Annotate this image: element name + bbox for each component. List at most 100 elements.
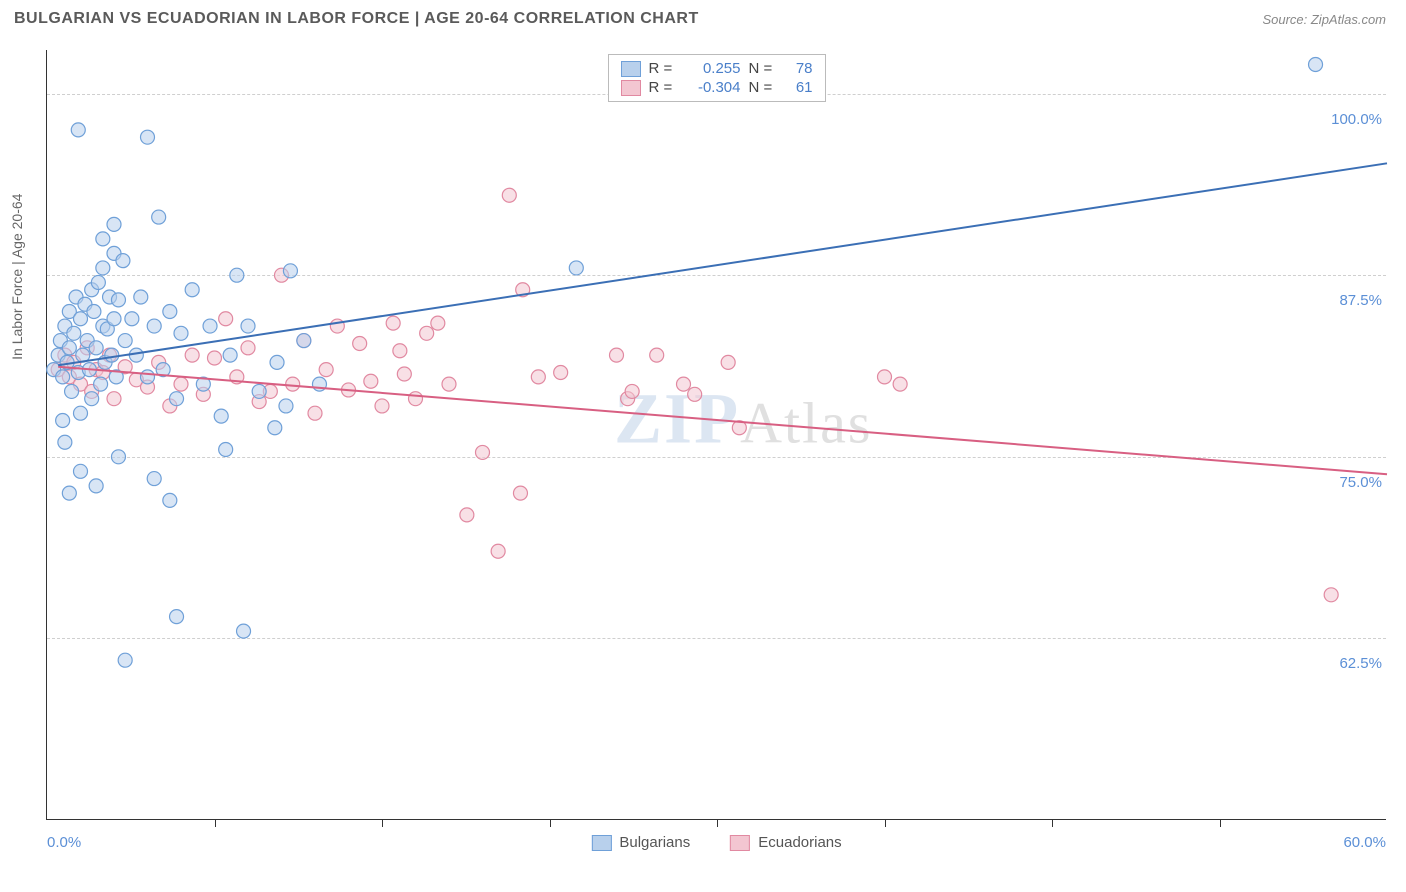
scatter-point	[170, 610, 184, 624]
scatter-point	[241, 319, 255, 333]
source-label: Source: ZipAtlas.com	[1262, 12, 1386, 27]
scatter-point	[116, 254, 130, 268]
blue-n-value: 78	[785, 60, 813, 77]
r-label: R =	[649, 79, 677, 96]
scatter-point	[67, 326, 81, 340]
x-axis-max-label: 60.0%	[1343, 834, 1386, 851]
scatter-point	[223, 348, 237, 362]
x-axis-min-label: 0.0%	[47, 834, 81, 851]
scatter-plot-svg	[47, 50, 1386, 819]
x-tick	[1220, 819, 1221, 827]
series-legend: Bulgarians Ecuadorians	[591, 834, 841, 851]
legend-item-pink: Ecuadorians	[730, 834, 841, 851]
scatter-point	[286, 377, 300, 391]
blue-r-value: 0.255	[685, 60, 741, 77]
scatter-point	[319, 363, 333, 377]
n-label: N =	[749, 79, 777, 96]
scatter-point	[185, 348, 199, 362]
scatter-point	[513, 486, 527, 500]
scatter-point	[230, 268, 244, 282]
scatter-point	[96, 232, 110, 246]
n-label: N =	[749, 60, 777, 77]
scatter-point	[125, 312, 139, 326]
scatter-point	[721, 355, 735, 369]
scatter-point	[308, 406, 322, 420]
x-tick	[382, 819, 383, 827]
scatter-point	[111, 293, 125, 307]
scatter-point	[397, 367, 411, 381]
x-tick	[215, 819, 216, 827]
scatter-point	[610, 348, 624, 362]
scatter-point	[420, 326, 434, 340]
scatter-point	[1309, 58, 1323, 72]
scatter-point	[91, 275, 105, 289]
scatter-point	[74, 464, 88, 478]
scatter-point	[107, 217, 121, 231]
scatter-point	[174, 377, 188, 391]
scatter-point	[118, 653, 132, 667]
scatter-point	[65, 384, 79, 398]
scatter-point	[431, 316, 445, 330]
scatter-point	[170, 392, 184, 406]
scatter-point	[89, 341, 103, 355]
legend-label-blue: Bulgarians	[619, 834, 690, 851]
x-tick	[550, 819, 551, 827]
scatter-point	[393, 344, 407, 358]
scatter-point	[96, 261, 110, 275]
scatter-point	[107, 392, 121, 406]
scatter-point	[270, 355, 284, 369]
scatter-point	[89, 479, 103, 493]
scatter-point	[118, 334, 132, 348]
scatter-point	[531, 370, 545, 384]
scatter-point	[569, 261, 583, 275]
scatter-point	[279, 399, 293, 413]
scatter-point	[141, 370, 155, 384]
scatter-point	[56, 413, 70, 427]
scatter-point	[208, 351, 222, 365]
scatter-point	[62, 486, 76, 500]
scatter-point	[502, 188, 516, 202]
scatter-point	[241, 341, 255, 355]
scatter-point	[476, 445, 490, 459]
scatter-point	[163, 305, 177, 319]
x-tick	[1052, 819, 1053, 827]
scatter-point	[71, 123, 85, 137]
scatter-point	[625, 384, 639, 398]
scatter-point	[134, 290, 148, 304]
scatter-point	[386, 316, 400, 330]
scatter-point	[174, 326, 188, 340]
scatter-point	[147, 319, 161, 333]
scatter-point	[141, 130, 155, 144]
scatter-point	[268, 421, 282, 435]
y-axis-title: In Labor Force | Age 20-64	[9, 193, 25, 359]
scatter-point	[74, 312, 88, 326]
scatter-point	[554, 366, 568, 380]
scatter-point	[203, 319, 217, 333]
scatter-point	[677, 377, 691, 391]
stats-row-blue: R = 0.255 N = 78	[621, 59, 813, 78]
scatter-point	[688, 387, 702, 401]
scatter-point	[442, 377, 456, 391]
scatter-point	[94, 377, 108, 391]
scatter-point	[375, 399, 389, 413]
scatter-point	[105, 348, 119, 362]
swatch-pink	[621, 80, 641, 96]
swatch-blue	[621, 61, 641, 77]
x-tick	[717, 819, 718, 827]
scatter-point	[460, 508, 474, 522]
scatter-point	[353, 336, 367, 350]
scatter-point	[62, 341, 76, 355]
scatter-point	[58, 435, 72, 449]
scatter-point	[185, 283, 199, 297]
legend-label-pink: Ecuadorians	[758, 834, 841, 851]
scatter-point	[893, 377, 907, 391]
scatter-point	[107, 312, 121, 326]
stats-legend: R = 0.255 N = 78 R = -0.304 N = 61	[608, 54, 826, 102]
swatch-blue	[591, 835, 611, 851]
scatter-point	[56, 370, 70, 384]
scatter-point	[219, 443, 233, 457]
pink-n-value: 61	[785, 79, 813, 96]
scatter-point	[252, 384, 266, 398]
scatter-point	[87, 305, 101, 319]
trend-line	[58, 163, 1387, 365]
